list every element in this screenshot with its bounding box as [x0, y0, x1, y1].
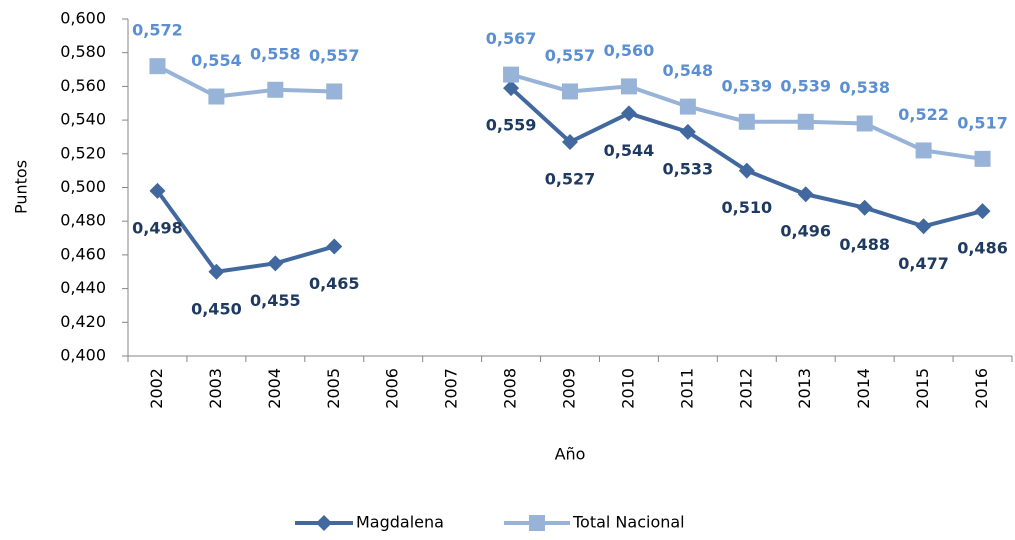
marker — [503, 66, 520, 83]
data-label: 0,477 — [898, 254, 949, 273]
data-label: 0,557 — [309, 46, 360, 65]
x-tick-label: 2011 — [677, 368, 696, 409]
y-tick-label: 0,400 — [60, 346, 106, 365]
data-label: 0,533 — [663, 159, 714, 178]
x-tick-label: 2009 — [560, 368, 579, 409]
data-label: 0,455 — [250, 291, 301, 310]
marker — [208, 88, 225, 105]
data-label: 0,450 — [191, 299, 242, 318]
legend-label: Total Nacional — [572, 513, 685, 532]
data-label: 0,560 — [604, 41, 655, 60]
marker — [974, 203, 991, 220]
marker — [267, 255, 284, 272]
data-label: 0,488 — [839, 235, 890, 254]
data-label: 0,557 — [545, 46, 596, 65]
data-label: 0,558 — [250, 44, 301, 63]
legend-marker — [316, 515, 332, 531]
data-label: 0,544 — [604, 141, 655, 160]
marker — [738, 113, 755, 130]
data-label: 0,538 — [839, 78, 890, 97]
marker — [620, 78, 637, 95]
marker — [503, 80, 520, 97]
y-tick-label: 0,440 — [60, 278, 106, 297]
y-tick-label: 0,460 — [60, 244, 106, 263]
data-label: 0,527 — [545, 170, 596, 189]
marker — [738, 162, 755, 179]
x-tick-label: 2007 — [442, 368, 461, 409]
x-tick-label: 2005 — [324, 368, 343, 409]
x-tick-label: 2012 — [736, 368, 755, 409]
y-tick-label: 0,580 — [60, 42, 106, 61]
marker — [326, 238, 343, 255]
x-tick-label: 2002 — [147, 368, 166, 409]
data-label: 0,559 — [486, 116, 537, 135]
y-tick-label: 0,420 — [60, 312, 106, 331]
marker — [326, 83, 343, 100]
marker — [149, 182, 166, 199]
marker — [149, 58, 166, 75]
marker — [562, 134, 578, 151]
marker — [679, 123, 696, 140]
marker — [974, 150, 991, 167]
marker — [208, 263, 225, 280]
data-label: 0,554 — [191, 51, 242, 70]
x-tick-label: 2003 — [206, 368, 225, 409]
x-axis-label: Año — [555, 445, 586, 464]
marker — [797, 113, 814, 130]
data-label: 0,486 — [957, 239, 1008, 258]
data-label: 0,465 — [309, 274, 360, 293]
y-axis-label: Puntos — [12, 160, 31, 214]
data-label: 0,539 — [780, 76, 831, 95]
legend-marker — [528, 515, 545, 531]
x-tick-label: 2010 — [618, 368, 637, 409]
x-tick-label: 2013 — [795, 368, 814, 409]
y-tick-label: 0,540 — [60, 110, 106, 129]
y-tick-label: 0,520 — [60, 143, 106, 162]
marker — [915, 218, 932, 235]
data-label: 0,572 — [132, 21, 183, 40]
data-label: 0,498 — [132, 218, 183, 237]
legend-label: Magdalena — [356, 513, 444, 532]
marker — [856, 115, 873, 132]
data-label: 0,548 — [663, 61, 714, 80]
y-tick-label: 0,600 — [60, 9, 106, 28]
y-tick-label: 0,480 — [60, 211, 106, 230]
data-label: 0,496 — [780, 222, 831, 241]
data-label: 0,567 — [486, 29, 537, 48]
x-tick-label: 2004 — [265, 368, 284, 409]
data-label: 0,539 — [721, 76, 772, 95]
y-tick-label: 0,560 — [60, 76, 106, 95]
data-label: 0,510 — [721, 198, 772, 217]
marker — [679, 98, 696, 115]
marker — [856, 199, 873, 216]
marker — [915, 142, 932, 159]
marker — [562, 83, 578, 100]
marker — [620, 105, 637, 122]
marker — [267, 81, 284, 98]
x-tick-label: 2016 — [972, 368, 991, 409]
x-tick-label: 2014 — [854, 368, 873, 409]
x-tick-label: 2008 — [501, 368, 520, 409]
data-label: 0,517 — [957, 113, 1008, 132]
x-tick-label: 2015 — [913, 368, 932, 409]
data-label: 0,522 — [898, 105, 949, 124]
x-tick-label: 2006 — [383, 368, 402, 409]
marker — [797, 186, 814, 203]
y-tick-label: 0,500 — [60, 177, 106, 196]
